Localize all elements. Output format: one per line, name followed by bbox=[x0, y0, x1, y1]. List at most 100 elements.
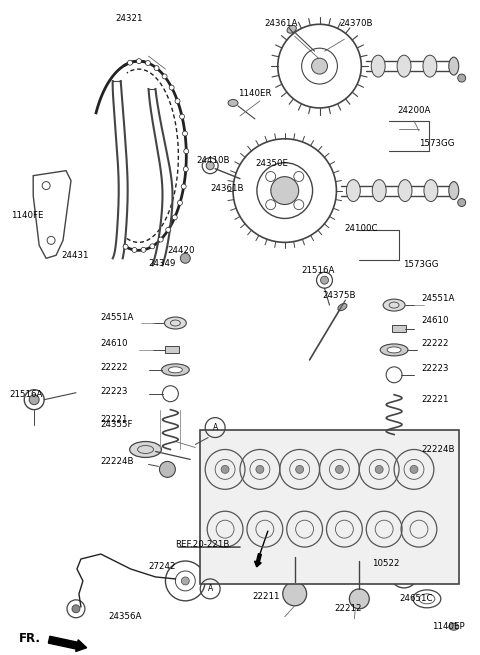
Text: 24361A: 24361A bbox=[265, 19, 298, 28]
Text: 24200A: 24200A bbox=[397, 106, 431, 115]
Circle shape bbox=[158, 237, 163, 242]
Circle shape bbox=[172, 215, 177, 220]
Text: 22223: 22223 bbox=[101, 387, 128, 396]
Text: REF.20-221B: REF.20-221B bbox=[175, 540, 230, 549]
Circle shape bbox=[154, 66, 159, 71]
Text: FR.: FR. bbox=[19, 632, 41, 645]
Circle shape bbox=[321, 276, 328, 284]
Ellipse shape bbox=[372, 179, 386, 202]
Text: 24610: 24610 bbox=[101, 339, 128, 348]
Text: 10522: 10522 bbox=[372, 559, 400, 569]
Text: 22221: 22221 bbox=[101, 415, 128, 424]
Text: 21516A: 21516A bbox=[301, 266, 335, 274]
Text: 21516A: 21516A bbox=[9, 390, 43, 399]
Ellipse shape bbox=[347, 179, 360, 202]
Circle shape bbox=[166, 227, 171, 233]
Text: 1573GG: 1573GG bbox=[419, 140, 455, 148]
Circle shape bbox=[159, 461, 175, 477]
Ellipse shape bbox=[165, 317, 186, 329]
Ellipse shape bbox=[338, 303, 347, 310]
Circle shape bbox=[128, 60, 132, 66]
Text: 24551A: 24551A bbox=[421, 293, 455, 303]
Text: 24100C: 24100C bbox=[344, 224, 378, 233]
Text: 1140FE: 1140FE bbox=[12, 211, 44, 220]
Ellipse shape bbox=[449, 57, 459, 75]
Circle shape bbox=[221, 466, 229, 474]
Ellipse shape bbox=[228, 100, 238, 107]
Text: 24349: 24349 bbox=[148, 259, 176, 268]
Circle shape bbox=[180, 114, 184, 119]
Text: 22211: 22211 bbox=[252, 592, 279, 601]
Text: 22224B: 22224B bbox=[421, 445, 455, 454]
Circle shape bbox=[162, 74, 167, 79]
Ellipse shape bbox=[387, 347, 401, 353]
Circle shape bbox=[123, 244, 128, 249]
Text: 27242: 27242 bbox=[148, 563, 176, 571]
Text: 24551A: 24551A bbox=[101, 312, 134, 322]
Circle shape bbox=[283, 582, 307, 606]
Ellipse shape bbox=[383, 299, 405, 311]
Ellipse shape bbox=[449, 181, 459, 200]
Circle shape bbox=[141, 248, 146, 252]
Text: 24420: 24420 bbox=[168, 246, 195, 255]
Text: 24370B: 24370B bbox=[339, 19, 373, 28]
Circle shape bbox=[145, 60, 150, 66]
Text: 1573GG: 1573GG bbox=[403, 260, 439, 269]
Circle shape bbox=[312, 58, 327, 74]
Text: 24350E: 24350E bbox=[255, 159, 288, 168]
Bar bbox=[392, 325, 406, 332]
Circle shape bbox=[136, 59, 142, 64]
Circle shape bbox=[178, 200, 182, 205]
Circle shape bbox=[180, 253, 190, 263]
Circle shape bbox=[183, 166, 188, 172]
Ellipse shape bbox=[398, 179, 412, 202]
Ellipse shape bbox=[371, 55, 385, 77]
Ellipse shape bbox=[168, 367, 182, 373]
Circle shape bbox=[458, 74, 466, 82]
Text: 24321: 24321 bbox=[115, 14, 143, 23]
Text: 22223: 22223 bbox=[421, 364, 448, 373]
Circle shape bbox=[206, 162, 214, 170]
Ellipse shape bbox=[287, 26, 296, 33]
Circle shape bbox=[349, 589, 369, 608]
Circle shape bbox=[29, 395, 39, 405]
Text: 24375B: 24375B bbox=[323, 291, 356, 299]
Text: 24431: 24431 bbox=[61, 251, 88, 260]
Circle shape bbox=[132, 248, 137, 252]
Text: A: A bbox=[207, 584, 213, 593]
Circle shape bbox=[375, 466, 383, 474]
Text: 22224B: 22224B bbox=[101, 457, 134, 466]
Circle shape bbox=[271, 177, 299, 204]
Text: 24355F: 24355F bbox=[101, 420, 133, 429]
Circle shape bbox=[181, 577, 189, 585]
Text: 22212: 22212 bbox=[335, 605, 362, 613]
Text: 24361B: 24361B bbox=[210, 184, 244, 193]
Circle shape bbox=[175, 99, 180, 103]
Text: 24610: 24610 bbox=[421, 316, 448, 324]
Circle shape bbox=[181, 184, 186, 189]
Polygon shape bbox=[200, 430, 459, 584]
Ellipse shape bbox=[397, 55, 411, 77]
Circle shape bbox=[150, 244, 155, 249]
Circle shape bbox=[182, 131, 188, 136]
Text: 24651C: 24651C bbox=[399, 594, 432, 603]
Text: 22222: 22222 bbox=[421, 339, 448, 348]
Circle shape bbox=[386, 447, 402, 462]
Ellipse shape bbox=[423, 55, 437, 77]
Ellipse shape bbox=[449, 624, 459, 630]
Circle shape bbox=[256, 466, 264, 474]
Ellipse shape bbox=[161, 364, 189, 376]
Ellipse shape bbox=[424, 179, 438, 202]
Text: 24410B: 24410B bbox=[196, 156, 230, 165]
Ellipse shape bbox=[380, 344, 408, 356]
Circle shape bbox=[169, 85, 174, 90]
Text: 22221: 22221 bbox=[421, 395, 448, 404]
FancyArrow shape bbox=[254, 553, 261, 567]
Text: 22222: 22222 bbox=[101, 364, 128, 372]
Text: 24356A: 24356A bbox=[109, 612, 142, 622]
Text: 1140ER: 1140ER bbox=[238, 90, 272, 98]
Text: 1140EP: 1140EP bbox=[432, 622, 465, 631]
Bar bbox=[166, 346, 180, 353]
FancyArrow shape bbox=[48, 636, 87, 652]
Ellipse shape bbox=[130, 441, 161, 457]
